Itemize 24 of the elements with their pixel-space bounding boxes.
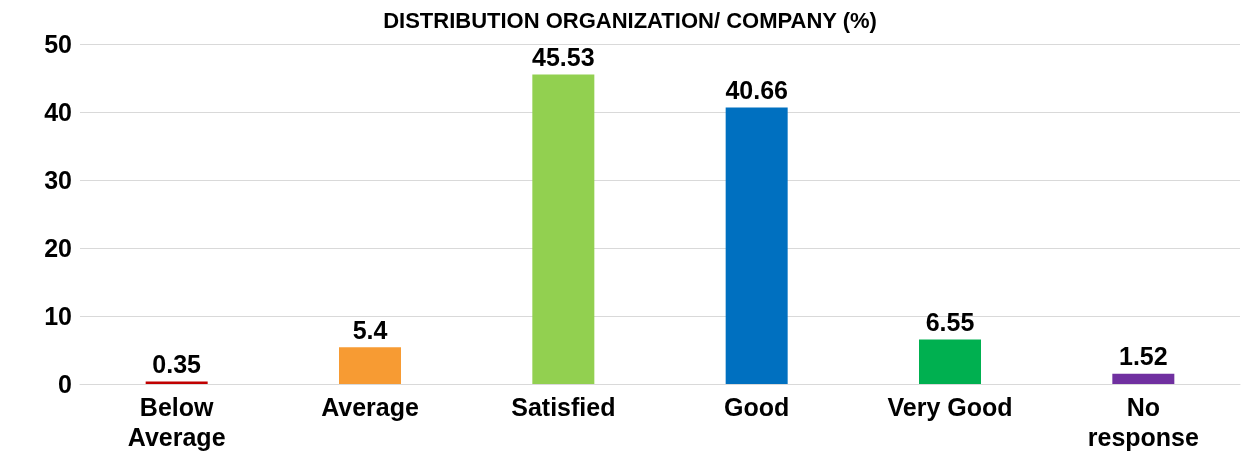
chart-title: DISTRIBUTION ORGANIZATION/ COMPANY (%) <box>383 7 877 33</box>
x-tick-label: Satisfied <box>511 393 616 421</box>
bar <box>339 347 401 384</box>
bar <box>532 74 595 384</box>
bar <box>919 339 981 384</box>
y-tick-label: 0 <box>58 370 72 398</box>
x-tick-label: Average <box>321 393 419 421</box>
data-label: 40.66 <box>725 76 788 105</box>
y-tick-label: 30 <box>44 166 72 194</box>
data-label: 0.35 <box>152 350 202 379</box>
y-tick-label: 20 <box>44 234 72 262</box>
y-tick-label: 50 <box>44 30 72 58</box>
data-label: 6.55 <box>925 307 975 336</box>
y-tick-label: 40 <box>44 98 72 126</box>
data-label: 5.4 <box>352 315 388 344</box>
y-tick-label: 10 <box>44 302 72 330</box>
bar <box>1112 373 1175 384</box>
bar <box>725 107 788 384</box>
x-tick-label: No response <box>1087 393 1199 451</box>
x-tick-label: Very Good <box>887 393 1013 421</box>
x-tick-label: Below Average <box>127 393 226 451</box>
data-label: 45.53 <box>532 42 595 71</box>
data-label: 1.52 <box>1119 342 1168 371</box>
x-tick-label: Good <box>724 393 790 421</box>
